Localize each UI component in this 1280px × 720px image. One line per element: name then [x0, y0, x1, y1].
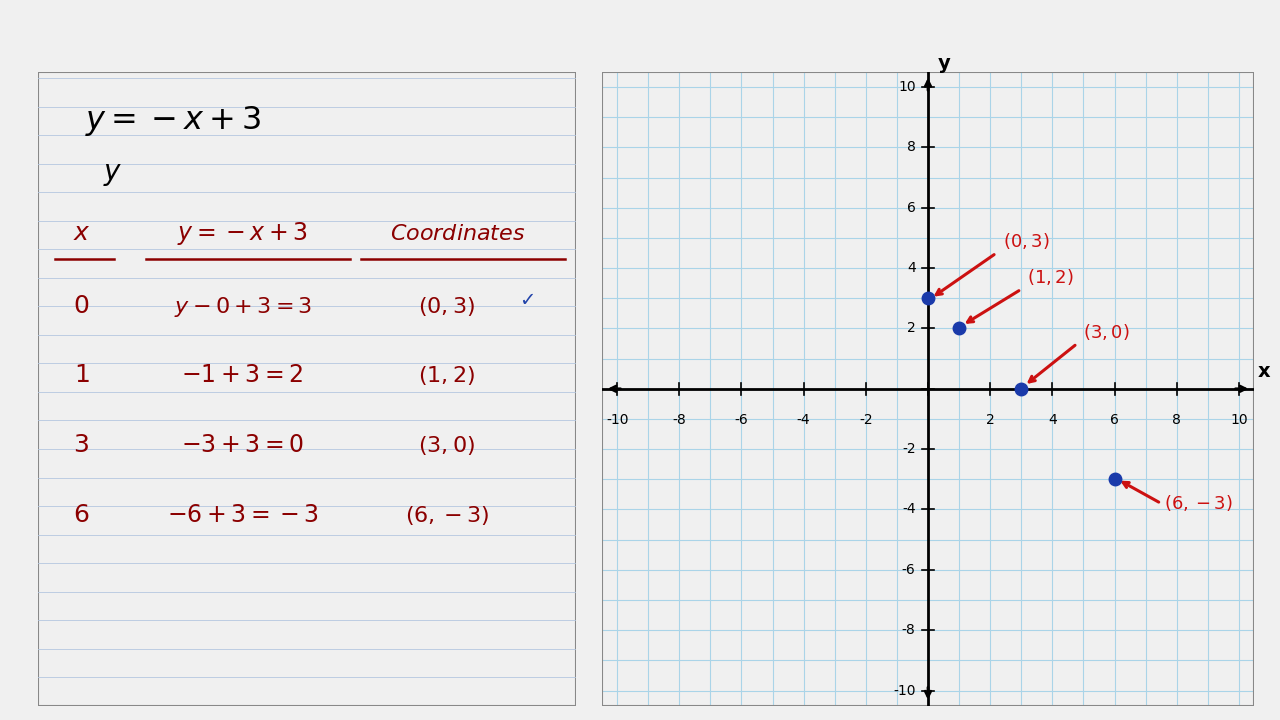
Text: $y$: $y$ [102, 160, 123, 188]
Text: -6: -6 [902, 563, 915, 577]
Text: $(1, 2)$: $(1, 2)$ [1028, 267, 1074, 287]
Text: -10: -10 [605, 413, 628, 427]
Text: 10: 10 [899, 80, 915, 94]
Text: $-1 + 3 = 2$: $-1 + 3 = 2$ [182, 364, 303, 387]
Bar [602, 72, 1254, 706]
Text: -2: -2 [902, 442, 915, 456]
Bar [38, 72, 576, 706]
Text: $( 1, 2 )$: $( 1, 2 )$ [419, 364, 476, 387]
Text: 8: 8 [906, 140, 915, 154]
Text: $y = -x + 3$: $y = -x + 3$ [178, 220, 308, 247]
Text: $-6 + 3 = -3$: $-6 + 3 = -3$ [166, 503, 319, 527]
Text: -6: -6 [735, 413, 749, 427]
Text: -10: -10 [893, 683, 915, 698]
Text: 10: 10 [1230, 413, 1248, 427]
Text: -4: -4 [797, 413, 810, 427]
Text: -8: -8 [902, 624, 915, 637]
Text: $( 6, -3 )$: $( 6, -3 )$ [404, 504, 489, 527]
Text: x: x [1257, 361, 1270, 381]
Text: $6$: $6$ [73, 503, 90, 527]
Text: 6: 6 [906, 201, 915, 215]
Text: $(6, -3)$: $(6, -3)$ [1165, 493, 1233, 513]
Text: $( 3, 0 )$: $( 3, 0 )$ [419, 434, 476, 457]
Text: y: y [937, 54, 950, 73]
Text: $( 0, 3 )$: $( 0, 3 )$ [419, 294, 476, 318]
Text: $y = -x + 3$: $y = -x + 3$ [84, 104, 261, 138]
Text: -4: -4 [902, 503, 915, 516]
Text: $-3 + 3 = 0$: $-3 + 3 = 0$ [180, 433, 305, 457]
Text: $0$: $0$ [73, 294, 90, 318]
Text: $(0, 3)$: $(0, 3)$ [1002, 231, 1050, 251]
Text: -8: -8 [672, 413, 686, 427]
Text: $y - 0 + 3 = 3$: $y - 0 + 3 = 3$ [174, 294, 312, 319]
Text: ✓: ✓ [520, 292, 536, 310]
Text: $x$: $x$ [73, 221, 90, 245]
Text: $Coordinates$: $Coordinates$ [390, 224, 526, 244]
Text: $(3, 0)$: $(3, 0)$ [1083, 322, 1130, 341]
Text: 8: 8 [1172, 413, 1181, 427]
Text: 4: 4 [1048, 413, 1057, 427]
Text: 2: 2 [986, 413, 995, 427]
Text: -2: -2 [859, 413, 873, 427]
Text: 6: 6 [1110, 413, 1119, 427]
Text: $1$: $1$ [73, 364, 90, 387]
Text: $3$: $3$ [73, 433, 90, 457]
Text: 4: 4 [906, 261, 915, 275]
Text: 2: 2 [906, 321, 915, 336]
